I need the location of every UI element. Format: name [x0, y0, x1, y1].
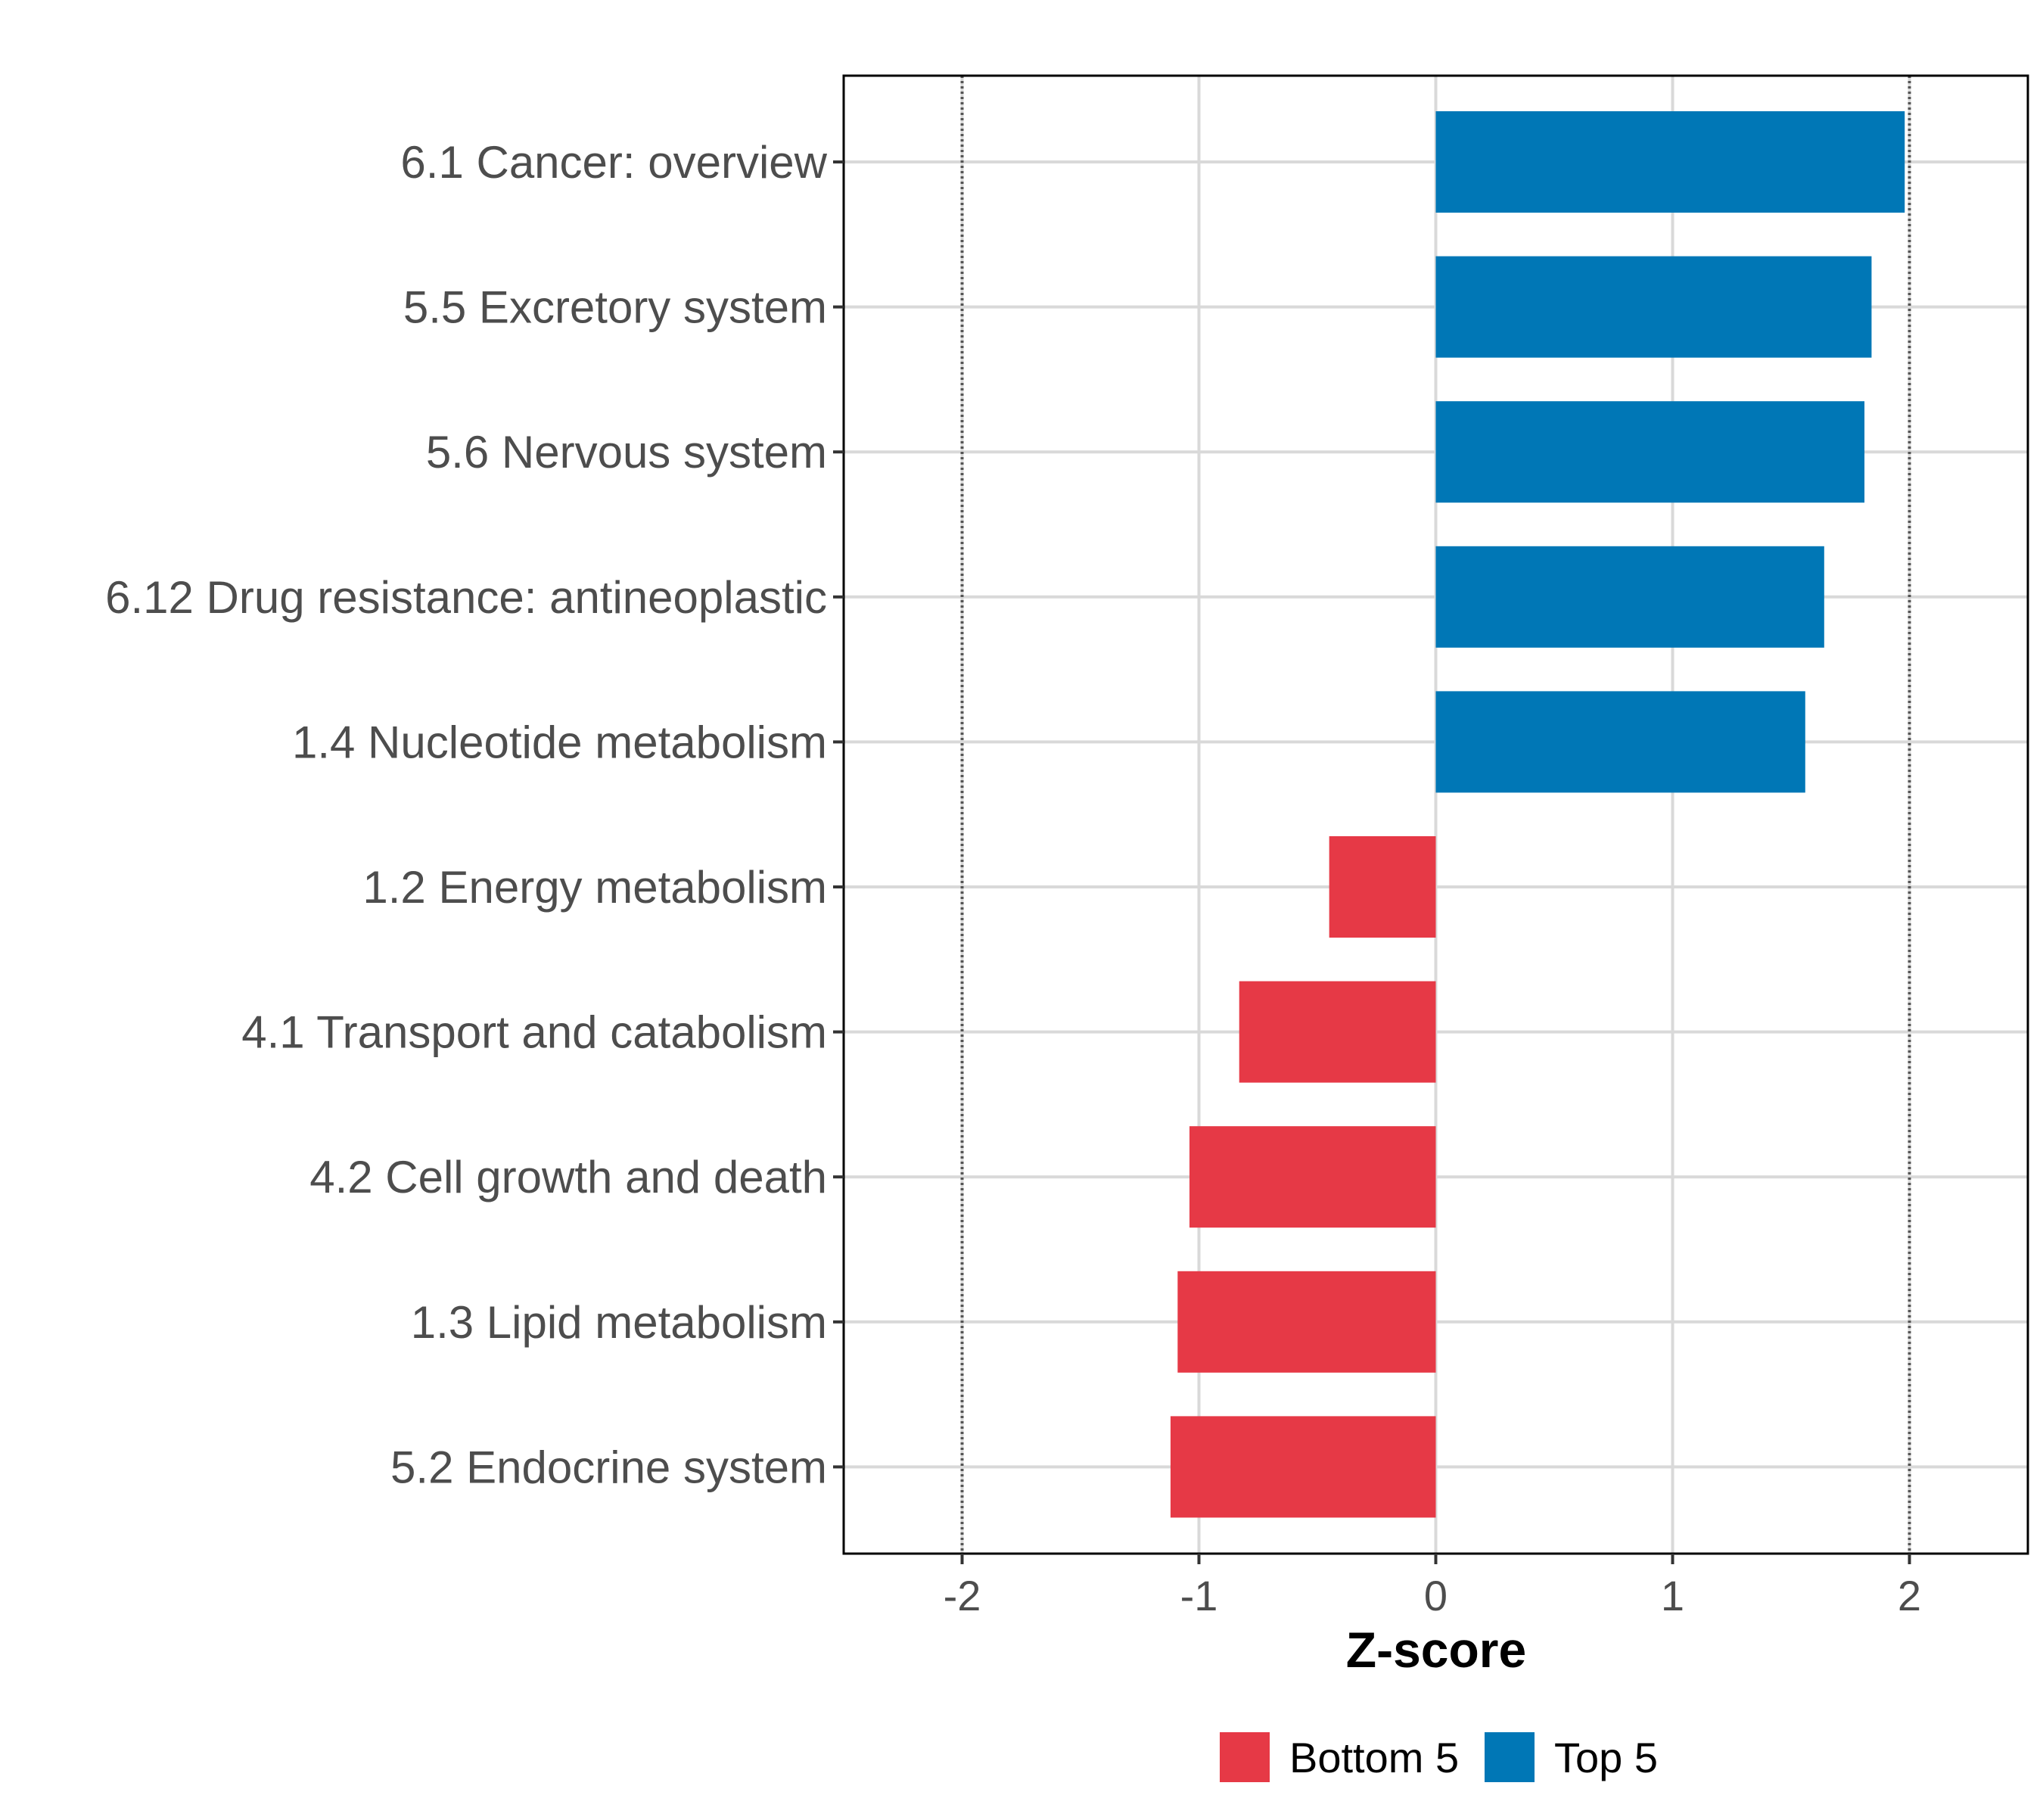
category-label: 4.1 Transport and catabolism — [241, 1007, 827, 1058]
category-label: 5.6 Nervous system — [426, 427, 827, 478]
bar-1 — [1435, 111, 1905, 213]
bar-9 — [1177, 1271, 1436, 1373]
x-tick-label: 0 — [1424, 1572, 1448, 1619]
legend: Bottom 5 Top 5 — [1220, 1732, 1658, 1782]
legend-label: Bottom 5 — [1289, 1734, 1459, 1781]
bar-3 — [1435, 401, 1865, 503]
bar-10 — [1170, 1416, 1436, 1518]
category-label: 1.4 Nucleotide metabolism — [292, 717, 827, 767]
legend-swatch — [1220, 1732, 1270, 1782]
bar-8 — [1189, 1126, 1436, 1228]
category-label: 6.1 Cancer: overview — [400, 137, 827, 188]
category-label: 1.2 Energy metabolism — [362, 862, 827, 913]
y-axis: 6.1 Cancer: overview 5.5 Excretory system… — [105, 137, 844, 1492]
x-axis-title: Z-score — [1346, 1622, 1526, 1678]
category-label: 4.2 Cell growth and death — [309, 1152, 827, 1202]
bar-layer — [1170, 111, 1905, 1518]
bar-6 — [1329, 836, 1436, 938]
x-tick-label: -1 — [1180, 1572, 1218, 1619]
category-label: 5.2 Endocrine system — [390, 1442, 827, 1492]
category-label: 6.12 Drug resistance: antineoplastic — [105, 572, 827, 623]
x-axis: -2 -1 0 1 2 — [944, 1554, 1921, 1619]
bar-4 — [1435, 546, 1824, 648]
x-tick-label: 1 — [1661, 1572, 1684, 1619]
category-label: 5.5 Excretory system — [403, 282, 827, 333]
bar-5 — [1435, 691, 1805, 793]
legend-label: Top 5 — [1554, 1734, 1658, 1781]
legend-swatch — [1485, 1732, 1535, 1782]
category-label: 1.3 Lipid metabolism — [411, 1297, 827, 1348]
x-tick-label: -2 — [944, 1572, 981, 1619]
x-tick-label: 2 — [1898, 1572, 1921, 1619]
bar-2 — [1435, 256, 1872, 358]
bar-7 — [1239, 981, 1436, 1083]
